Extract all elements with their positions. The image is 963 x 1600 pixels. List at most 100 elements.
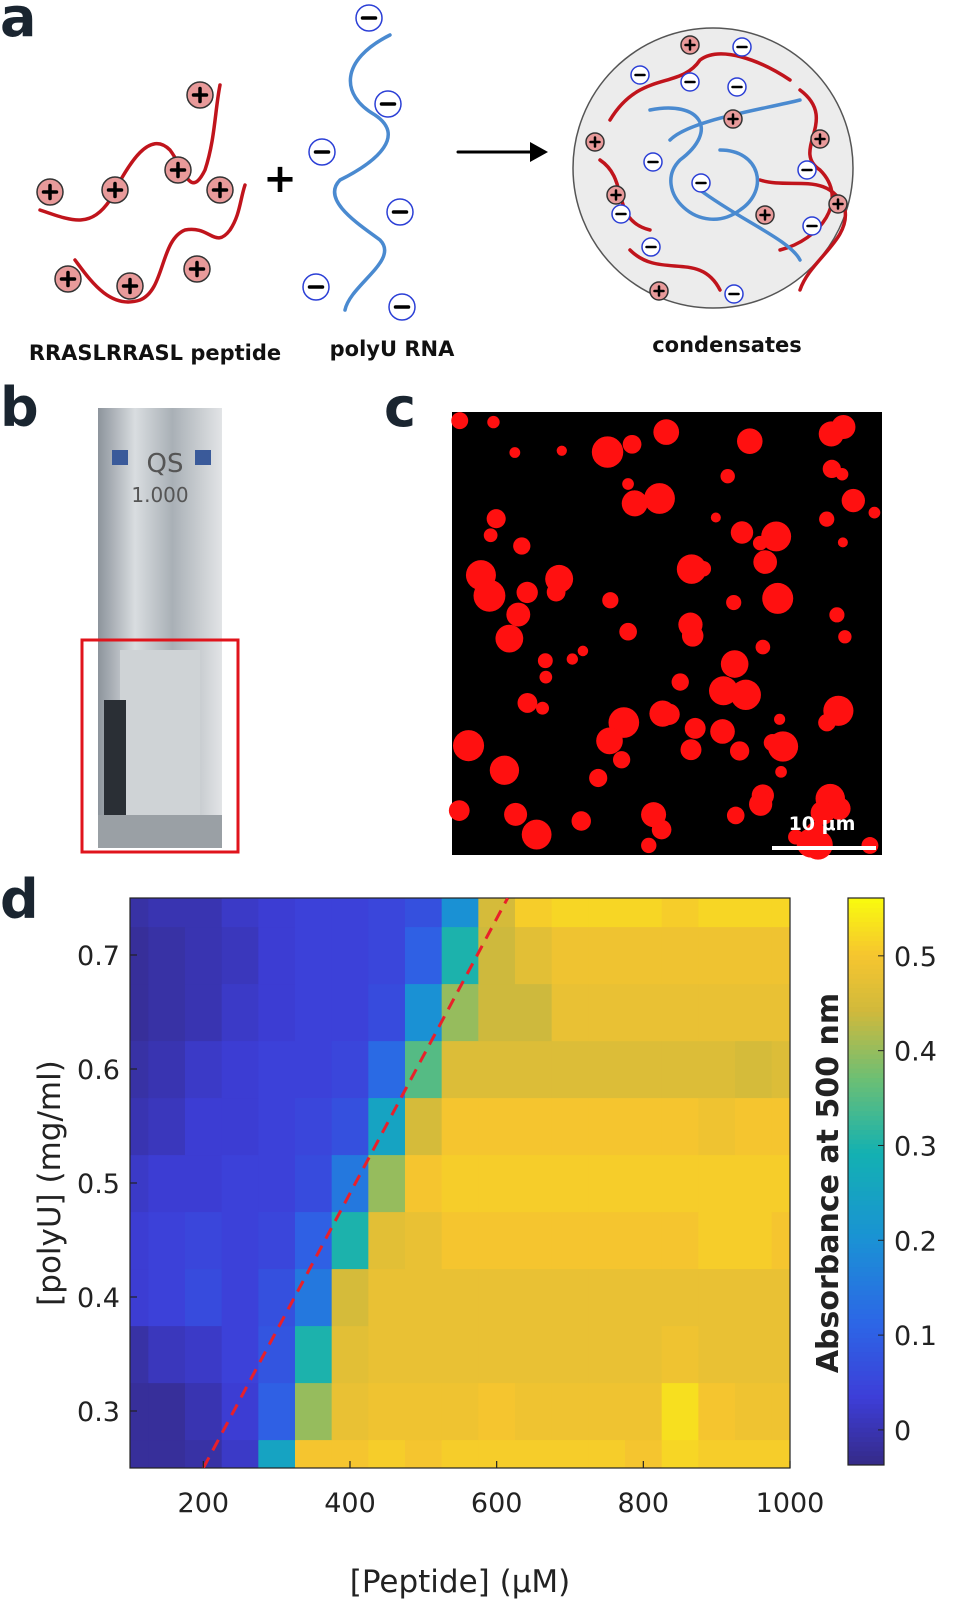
contour-cell: [661, 1154, 699, 1213]
colorbar-tick-label: 0.5: [894, 942, 937, 973]
colorbar-swatch: [848, 898, 884, 904]
colorbar-swatch: [848, 992, 884, 998]
colorbar-swatch: [848, 1455, 884, 1461]
contour-cell: [515, 1268, 553, 1327]
contour-cell: [625, 1268, 663, 1327]
contour-cell: [295, 1439, 333, 1468]
colorbar-swatch: [848, 1162, 884, 1168]
droplet: [810, 800, 835, 825]
droplet: [483, 528, 498, 543]
contour-cell: [441, 1382, 479, 1441]
contour-cell: [771, 1382, 790, 1441]
contour-cell: [258, 1097, 296, 1156]
contour-cell: [185, 1325, 223, 1384]
contour-cell: [148, 1211, 186, 1270]
contour-cell: [515, 898, 553, 928]
contour-cell: [625, 1154, 663, 1213]
colorbar-swatch: [848, 1450, 884, 1457]
contour-cell: [148, 1382, 186, 1441]
contour-cell: [221, 926, 259, 985]
arrow-head: [530, 142, 548, 162]
colorbar-frame: [847, 897, 885, 1466]
contour-cell: [331, 1211, 369, 1270]
colorbar-swatch: [848, 1105, 884, 1112]
caption: RRASLRRASL peptide: [29, 341, 281, 365]
colorbar-swatch: [848, 1096, 884, 1102]
contour-cell: [698, 983, 736, 1042]
contour-cell: [258, 1211, 296, 1270]
y-axis-label: [polyU] (mg/ml): [32, 1060, 68, 1306]
contour-cell: [295, 1040, 333, 1099]
contour-cell: [405, 1382, 443, 1441]
colorbar-swatch: [848, 1124, 884, 1131]
droplet: [487, 415, 500, 429]
contour-cell: [478, 1382, 516, 1441]
contour-cell: [221, 1382, 259, 1441]
droplet: [775, 766, 787, 778]
contour-cell: [405, 1154, 443, 1213]
colorbar-swatch: [848, 1379, 884, 1386]
droplet: [837, 537, 848, 548]
plus-icon: [106, 181, 124, 199]
colorbar-swatch: [848, 1299, 884, 1305]
contour-cell: [130, 1268, 149, 1327]
contour-cell: [771, 1154, 790, 1213]
colorbar-swatch: [848, 949, 884, 956]
contour-cell: [735, 1211, 773, 1270]
colorbar-swatch: [848, 973, 884, 979]
base: [98, 815, 222, 848]
contour-cell: [551, 1097, 589, 1156]
colorbar-swatch: [848, 1441, 884, 1447]
contour-cell: [515, 1325, 553, 1384]
droplet: [829, 607, 845, 623]
contour-cell: [551, 1268, 589, 1327]
panel-label: a: [0, 0, 36, 49]
colorbar-swatch: [848, 1006, 884, 1012]
colorbar-swatch: [848, 1039, 884, 1045]
contour-cell: [331, 1154, 369, 1213]
droplet: [753, 550, 778, 574]
colorbar-swatch: [848, 1068, 884, 1074]
droplet: [861, 837, 879, 854]
colorbar-swatch: [848, 1035, 884, 1041]
plus-icon: [727, 113, 739, 125]
droplet: [537, 653, 553, 669]
colorbar-swatch: [848, 1375, 884, 1381]
condensate: [572, 27, 854, 309]
contour-cell: [368, 1325, 406, 1384]
x-tick-label: 200: [178, 1488, 230, 1519]
colorbar-swatch: [848, 1294, 884, 1301]
contour-cell: [295, 983, 333, 1042]
droplet: [678, 612, 703, 637]
contour-cell: [185, 1211, 223, 1270]
plus-icon: [759, 209, 771, 221]
colorbar-swatch: [848, 1365, 884, 1371]
droplet: [473, 579, 506, 612]
contour-cell: [148, 1268, 186, 1327]
colorbar-swatch: [848, 1190, 884, 1197]
contour-cell: [771, 1040, 790, 1099]
contour-cell: [661, 1040, 699, 1099]
contour-cell: [221, 1439, 259, 1468]
plus-icon: [169, 161, 187, 179]
contour-cell: [625, 983, 663, 1042]
colorbar-swatch: [848, 1049, 884, 1055]
colorbar-swatch: [848, 1422, 884, 1428]
droplet: [819, 511, 835, 527]
droplet: [868, 506, 881, 519]
contour-cell: [148, 1154, 186, 1213]
contour-cell: [735, 1268, 773, 1327]
contour-cell: [185, 926, 223, 985]
droplet: [651, 819, 672, 840]
contour-cell: [185, 898, 223, 928]
contour-cell: [295, 1211, 333, 1270]
contour-cell: [735, 898, 773, 928]
colorbar-swatch: [848, 1460, 884, 1466]
contour-cell: [698, 1439, 736, 1468]
colorbar-swatch: [848, 1030, 884, 1036]
plus-icon: [653, 285, 665, 297]
droplet: [671, 673, 689, 691]
contour-cell: [515, 1040, 553, 1099]
x-tick-label: 800: [618, 1488, 670, 1519]
